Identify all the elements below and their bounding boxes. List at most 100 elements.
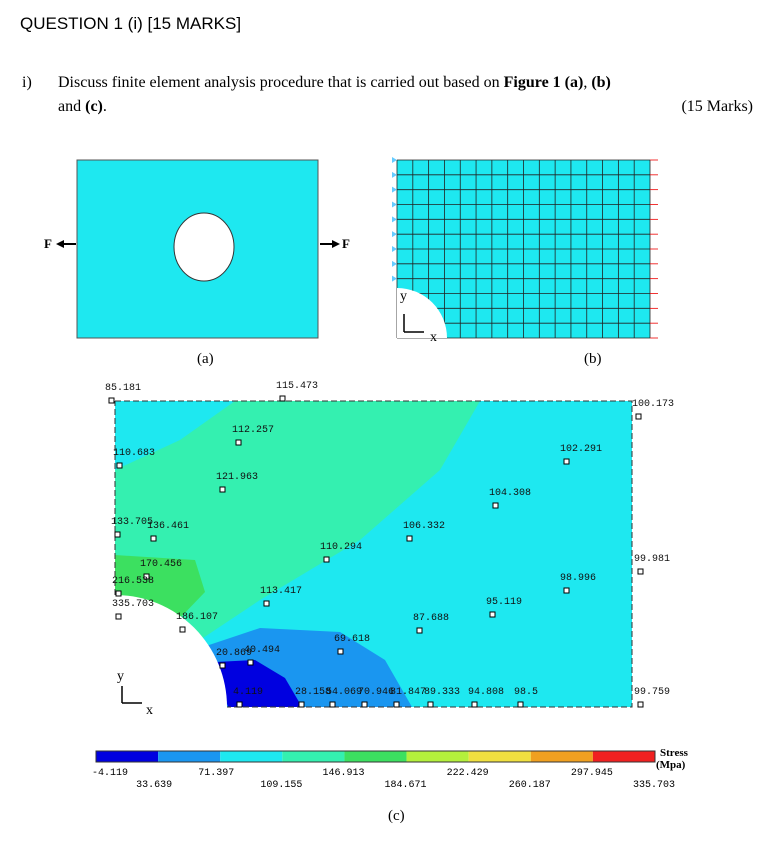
support [392,201,397,208]
border [114,400,633,708]
contour [215,660,302,707]
legend-tick: 297.945 [571,768,613,779]
node-label: 20.869 [216,648,252,659]
support [392,231,397,238]
marks: (15 Marks) [681,98,753,115]
node-label: 70.946 [358,687,394,698]
axis-x: x [146,703,153,718]
legend-swatch [282,751,345,762]
node-label: 335.703 [112,599,154,610]
node [115,590,122,597]
node [517,701,524,708]
legend-tick: 335.703 [633,780,675,791]
caption: (c) [388,808,405,824]
node-label: 99.981 [634,554,670,565]
node-label: 112.257 [232,425,274,436]
axis-x: x [430,330,437,345]
contour [115,401,480,650]
node [427,701,434,708]
node [637,701,644,708]
node-label: 104.308 [489,488,531,499]
node-label: 28.158 [295,687,331,698]
node-label: 110.294 [320,542,362,553]
axis-triad [121,686,142,704]
node-label: 100.173 [632,399,674,410]
node [323,556,330,563]
question-line: Discuss finite element analysis procedur… [58,74,611,92]
node [637,568,644,575]
legend-swatch [592,751,655,762]
node-label: 115.473 [276,381,318,392]
node [235,439,242,446]
node-label: 102.291 [560,444,602,455]
caption: (a) [197,351,214,367]
arrow-head [332,240,340,248]
node-label: 94.808 [468,687,504,698]
node [361,701,368,708]
legend-frame [95,750,656,763]
node-label: 99.759 [634,687,670,698]
node-label: 170.456 [140,559,182,570]
node [416,627,423,634]
node [263,600,270,607]
node [298,701,305,708]
node [489,611,496,618]
node [471,701,478,708]
node-label: 89.333 [424,687,460,698]
node [219,486,226,493]
node [179,626,186,633]
fig-ref: (c) [85,98,103,115]
node [108,397,115,404]
axis-y: y [117,669,124,684]
force-label: F [342,236,350,251]
legend: -4.119 33.639 71.397 109.155 146.913 184.671 2… [92,750,675,791]
node-label: 98.5 [514,687,538,698]
node-label: 69.618 [334,634,370,645]
and: and [58,98,86,115]
node [635,413,642,420]
hole [115,595,227,707]
legend-tick: 71.397 [198,768,234,779]
node-label: 110.683 [113,448,155,459]
force-label: F [44,236,52,251]
node [279,395,286,402]
node [219,662,226,669]
support [392,186,397,193]
node-label: 40.494 [244,645,280,656]
legend-tick: 109.155 [260,780,302,791]
legend-tick: 184.671 [385,780,427,791]
legend-swatch [406,751,469,762]
legend-swatch [530,751,593,762]
caption: (b) [584,351,602,367]
node [406,535,413,542]
support [392,157,397,163]
node [150,535,157,542]
support [392,171,397,178]
fig-ref: (b) [591,74,611,91]
legend-swatch [158,751,221,762]
legend-tick: -4.119 [92,768,128,779]
node-labels: 85.181 115.473 100.173 112.257 110.683 102.29… [105,381,674,708]
fig-ref: Figure 1 (a) [503,74,584,91]
legend-tick: 260.187 [509,780,551,791]
node [393,701,400,708]
arrow-head [56,240,64,248]
node-label: 121.963 [216,472,258,483]
node-label: 136.461 [147,521,189,532]
node [247,659,254,666]
node [116,462,123,469]
node [563,587,570,594]
support [392,216,397,223]
node [236,701,243,708]
node-label: 95.119 [486,597,522,608]
question-line: and (c). [58,98,107,116]
legend-swatch [96,751,159,762]
support [392,246,397,252]
hole [397,288,447,338]
node-label: 54.069 [326,687,362,698]
node [563,458,570,465]
legend-title: Stress [660,747,689,759]
node [114,531,121,538]
node-label: 87.688 [413,613,449,624]
